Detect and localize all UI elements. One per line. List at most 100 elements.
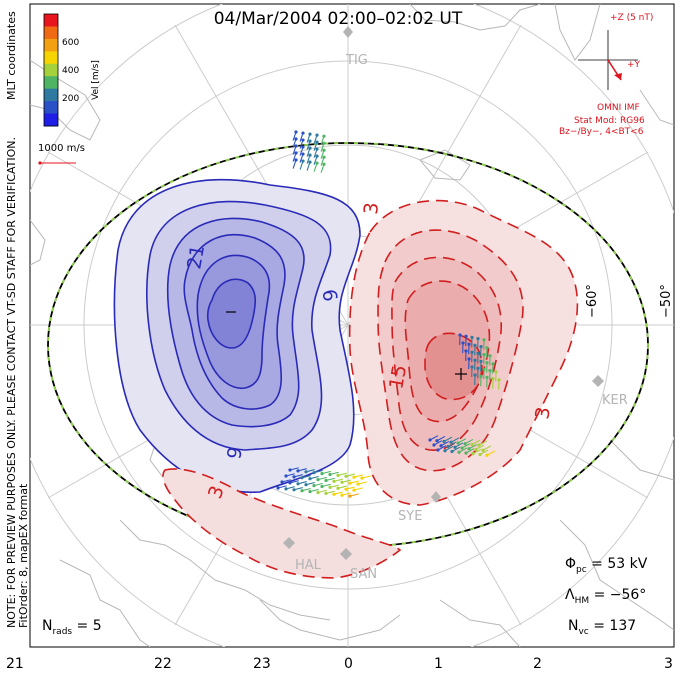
mlt-tick-21: 21 [6, 656, 24, 672]
velocity-vector [289, 480, 299, 484]
positive-convection-cell [162, 199, 579, 579]
velocity-vector [337, 485, 347, 489]
colorbar-cell [44, 26, 58, 40]
velocity-vector [437, 445, 447, 451]
velocity-vector [313, 155, 318, 165]
velocity-vector [345, 486, 355, 490]
velocity-vector [306, 147, 311, 157]
vector-scale: 1000 m/s [38, 143, 85, 165]
velocity-vector [281, 479, 291, 483]
velocity-vector [325, 477, 335, 482]
velocity-vector [349, 493, 359, 497]
velocity-vector [353, 487, 363, 491]
velocity-vector [482, 445, 492, 451]
velocity-vector [292, 159, 297, 169]
velocity-vector [299, 132, 304, 142]
velocity-vector [292, 138, 297, 148]
velocity-vector [333, 491, 343, 495]
imf-model: Stat Mod: RG96 [574, 116, 645, 126]
velocity-vector [292, 131, 297, 141]
colorbar-tick-400: 400 [62, 66, 79, 76]
contour-label-3-top: 3 [360, 201, 383, 215]
station-sye: SYE [398, 509, 422, 524]
velocity-vector [486, 450, 496, 456]
velocity-vector [451, 446, 461, 452]
velocity-vector [289, 467, 299, 471]
velocity-vector [341, 492, 351, 496]
latitude-label-60: −60° [585, 284, 600, 318]
mlt-tick-2: 2 [533, 656, 542, 672]
imf-conditions: Bz−/By−, 4<BT<6 [559, 127, 644, 137]
vector-scale-label: 1000 m/s [38, 143, 85, 154]
velocity-vector [285, 486, 295, 490]
mlt-tick-23: 23 [253, 656, 271, 672]
velocity-vector [285, 473, 295, 477]
fit-order-note: FitOrder: 8, mapEX format [17, 483, 30, 628]
velocity-vector [292, 152, 297, 162]
velocity-vector [305, 481, 315, 486]
velocity-vector [309, 475, 319, 480]
velocity-vector [317, 489, 327, 494]
station-labels: TIG KER SYE HAL SAN [295, 53, 628, 582]
velocity-vector [321, 483, 331, 488]
station-markers [283, 26, 604, 560]
imf-indicator: +Z (5 nT) +Y OMNI IMF Stat Mod: RG96 Bz−… [559, 13, 653, 137]
velocity-vector [454, 442, 464, 448]
velocity-vector [299, 146, 304, 156]
velocity-vector [461, 443, 471, 449]
velocity-vector [301, 487, 311, 492]
velocity-vector [478, 440, 488, 446]
velocity-vector [472, 448, 482, 455]
velocity-vector [450, 437, 460, 443]
velocity-vector [306, 133, 311, 143]
mlt-tick-1: 1 [434, 656, 443, 672]
mlt-tick-0: 0 [344, 656, 353, 672]
contour-label-15: 15 [385, 363, 411, 391]
velocity-vector [429, 435, 439, 441]
n-rads-value: 5 [93, 618, 102, 634]
velocity-vector [468, 443, 478, 450]
velocity-vector [313, 469, 323, 474]
preview-note: NOTE: FOR PREVIEW PURPOSES ONLY. PLEASE … [5, 137, 18, 628]
velocity-vector [447, 441, 457, 447]
n-vc-value: 137 [609, 618, 636, 634]
velocity-vector [297, 468, 307, 472]
station-ker: KER [602, 393, 628, 408]
velocity-vector [293, 487, 303, 491]
velocity-vector [306, 154, 311, 164]
velocity-vector [301, 475, 311, 479]
velocity-vector [292, 145, 297, 155]
coastlines [30, 4, 674, 647]
velocity-vector [306, 140, 311, 150]
colorbar-cell [44, 14, 58, 27]
contour-label-9-bottom: 9 [223, 445, 247, 461]
colorbar-cell [44, 101, 58, 115]
velocity-vector [320, 150, 325, 159]
colorbar-tick-600: 600 [62, 38, 79, 48]
velocity-vector [320, 164, 325, 173]
velocity-vector [299, 160, 304, 170]
phi-pc-value: 53 kV [607, 556, 647, 572]
colorbar-cell [44, 51, 58, 65]
velocity-vector [361, 475, 371, 479]
svg-text:Nvc = 137: Nvc = 137 [568, 618, 636, 637]
mlt-tick-22: 22 [154, 656, 172, 672]
velocity-vector [465, 448, 475, 454]
colorbar-cell [44, 88, 58, 102]
velocity-vector [457, 438, 467, 444]
velocity-vector [349, 480, 359, 484]
velocity-vector [471, 439, 481, 445]
station-san: SAN [350, 567, 377, 582]
velocity-vector [313, 134, 318, 144]
velocity-vector [436, 435, 446, 442]
velocity-vector [317, 476, 327, 481]
velocity-vector [306, 161, 311, 171]
velocity-vector [440, 440, 450, 447]
velocity-vector [458, 447, 468, 453]
station-tig: TIG [345, 53, 368, 68]
contour-label-3-right: 3 [531, 405, 555, 421]
imf-y-label: +Y [627, 60, 641, 70]
velocity-vector [329, 484, 339, 488]
velocity-vector [313, 162, 318, 172]
colorbar-cell [44, 63, 58, 77]
